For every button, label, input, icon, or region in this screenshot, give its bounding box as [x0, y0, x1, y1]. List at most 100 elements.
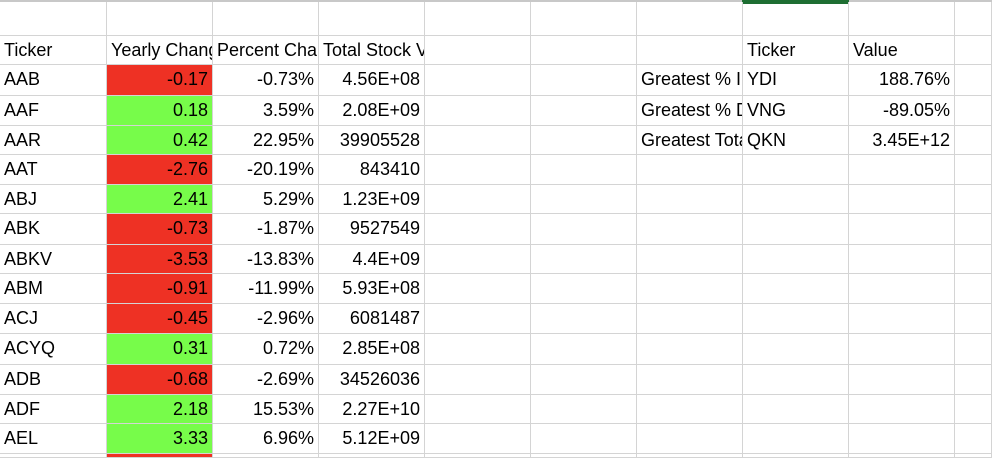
total-volume-cell[interactable]: 6081487 [319, 304, 425, 334]
percent-change-cell[interactable]: -2.96% [213, 304, 319, 334]
empty-cell[interactable] [531, 454, 637, 458]
empty-cell[interactable] [425, 126, 531, 155]
total-volume-cell[interactable]: 2.08E+09 [319, 96, 425, 126]
empty-cell[interactable] [955, 155, 992, 185]
yearly-change-cell[interactable]: 0.31 [107, 334, 213, 365]
empty-cell[interactable] [637, 274, 743, 304]
empty-cell[interactable] [955, 365, 992, 395]
empty-cell[interactable] [849, 454, 955, 458]
empty-cell[interactable] [637, 395, 743, 424]
empty-cell[interactable] [637, 304, 743, 334]
yearly-change-cell[interactable]: -0.73 [107, 214, 213, 245]
empty-cell[interactable] [955, 185, 992, 214]
empty-cell[interactable] [531, 365, 637, 395]
empty-cell[interactable] [531, 424, 637, 454]
ticker-cell[interactable]: AAR [0, 126, 107, 155]
empty-cell[interactable] [849, 395, 955, 424]
empty-cell[interactable] [531, 2, 637, 36]
empty-cell[interactable] [743, 185, 849, 214]
empty-cell[interactable] [743, 274, 849, 304]
summary-label-cell[interactable]: Greatest % Increase [637, 65, 743, 96]
percent-change-cell[interactable]: -0.73% [213, 65, 319, 96]
total-volume-cell[interactable]: 2.27E+10 [319, 395, 425, 424]
summary-header-value[interactable]: Value [849, 36, 955, 65]
empty-cell[interactable] [637, 245, 743, 274]
yearly-change-cell[interactable]: 3.33 [107, 424, 213, 454]
ticker-cell[interactable]: AAT [0, 155, 107, 185]
empty-cell[interactable] [213, 2, 319, 36]
empty-cell[interactable] [531, 126, 637, 155]
percent-change-cell[interactable]: -11.99% [213, 274, 319, 304]
empty-cell[interactable] [955, 126, 992, 155]
column-header-percent-change[interactable]: Percent Change [213, 36, 319, 65]
total-volume-cell[interactable]: 4.4E+09 [319, 245, 425, 274]
empty-cell[interactable] [955, 304, 992, 334]
yearly-change-cell[interactable]: 0.42 [107, 126, 213, 155]
empty-cell[interactable] [425, 365, 531, 395]
empty-cell[interactable] [637, 214, 743, 245]
empty-cell[interactable] [107, 2, 213, 36]
empty-cell[interactable] [955, 274, 992, 304]
ticker-cell[interactable]: AAF [0, 96, 107, 126]
empty-cell[interactable] [849, 2, 955, 36]
yearly-change-cell[interactable]: 2.41 [107, 185, 213, 214]
ticker-cell[interactable]: ABJ [0, 185, 107, 214]
empty-cell[interactable] [425, 36, 531, 65]
empty-cell[interactable] [425, 2, 531, 36]
total-volume-cell[interactable]: 843410 [319, 155, 425, 185]
empty-cell[interactable] [637, 454, 743, 458]
empty-cell[interactable] [425, 214, 531, 245]
total-volume-cell[interactable]: 2.85E+08 [319, 334, 425, 365]
total-volume-cell[interactable]: 4.56E+08 [319, 65, 425, 96]
summary-label-cell[interactable]: Greatest Total Volume [637, 126, 743, 155]
ticker-cell[interactable]: AEL [0, 424, 107, 454]
yearly-change-cell[interactable]: -2.76 [107, 155, 213, 185]
empty-cell[interactable] [531, 65, 637, 96]
empty-cell[interactable] [955, 454, 992, 458]
empty-cell[interactable] [849, 185, 955, 214]
summary-value-cell[interactable]: -89.05% [849, 96, 955, 126]
total-volume-cell[interactable]: 9527549 [319, 214, 425, 245]
percent-change-cell[interactable]: 15.53% [213, 395, 319, 424]
empty-cell[interactable] [107, 454, 213, 458]
empty-cell[interactable] [425, 65, 531, 96]
ticker-cell[interactable]: ACJ [0, 304, 107, 334]
empty-cell[interactable] [531, 96, 637, 126]
percent-change-cell[interactable]: 6.96% [213, 424, 319, 454]
yearly-change-cell[interactable]: -0.91 [107, 274, 213, 304]
percent-change-cell[interactable]: 5.29% [213, 185, 319, 214]
empty-cell[interactable] [743, 334, 849, 365]
empty-cell[interactable] [0, 2, 107, 36]
empty-cell[interactable] [425, 155, 531, 185]
summary-ticker-cell[interactable]: VNG [743, 96, 849, 126]
empty-cell[interactable] [849, 334, 955, 365]
yearly-change-cell[interactable]: -0.68 [107, 365, 213, 395]
total-volume-cell[interactable]: 34526036 [319, 365, 425, 395]
yearly-change-cell[interactable]: 2.18 [107, 395, 213, 424]
empty-cell[interactable] [849, 214, 955, 245]
empty-cell[interactable] [743, 365, 849, 395]
empty-cell[interactable] [955, 395, 992, 424]
empty-cell[interactable] [425, 96, 531, 126]
empty-cell[interactable] [531, 304, 637, 334]
ticker-cell[interactable]: AAB [0, 65, 107, 96]
empty-cell[interactable] [531, 334, 637, 365]
percent-change-cell[interactable]: -1.87% [213, 214, 319, 245]
column-header-yearly-change[interactable]: Yearly Change [107, 36, 213, 65]
empty-cell[interactable] [955, 65, 992, 96]
empty-cell[interactable] [955, 214, 992, 245]
empty-cell[interactable] [743, 304, 849, 334]
empty-cell[interactable] [849, 245, 955, 274]
empty-cell[interactable] [955, 245, 992, 274]
total-volume-cell[interactable]: 5.93E+08 [319, 274, 425, 304]
empty-cell[interactable] [531, 274, 637, 304]
percent-change-cell[interactable]: -20.19% [213, 155, 319, 185]
empty-cell[interactable] [955, 36, 992, 65]
empty-cell[interactable] [531, 395, 637, 424]
percent-change-cell[interactable]: 22.95% [213, 126, 319, 155]
empty-cell[interactable] [531, 36, 637, 65]
empty-cell[interactable] [425, 454, 531, 458]
empty-cell[interactable] [955, 96, 992, 126]
empty-cell[interactable] [743, 155, 849, 185]
